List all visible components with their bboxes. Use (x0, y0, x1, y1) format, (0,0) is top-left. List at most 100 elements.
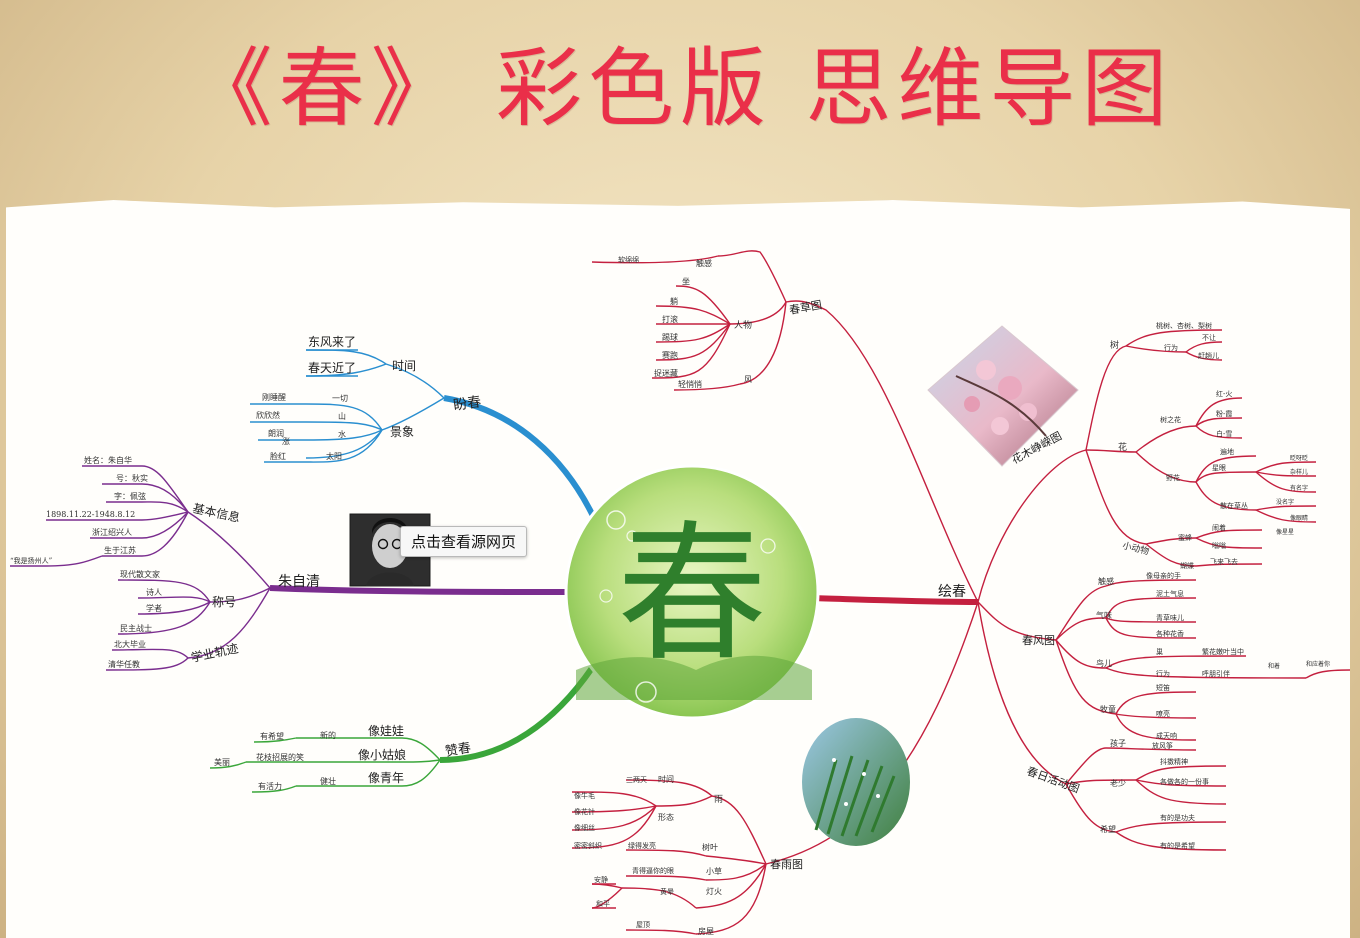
grass-touch-label: 触感 (696, 258, 712, 268)
flower-flower-item: 散在草丛 (1220, 501, 1248, 510)
activity-label: 春日活动图 (1025, 765, 1081, 796)
flower-flower-item: 遍地 (1220, 447, 1234, 456)
flower-flower-item: 像星星 (1276, 528, 1294, 536)
panchun-scene-val: 朗润 (268, 428, 284, 438)
author-career-item: 北大毕业 (114, 639, 146, 649)
panchun-scene-val: 刚睡醒 (262, 393, 286, 402)
zanchun-item-sub: 新的 (320, 730, 336, 740)
rain-grass-item: 青得逼你的眼 (632, 866, 674, 875)
flower-animal-item: 闹着 (1212, 523, 1226, 532)
panchun-label: 盼春 (452, 394, 482, 414)
huichun-label: 绘春 (938, 584, 966, 600)
grass-people-item: 捉迷藏 (654, 368, 678, 378)
rain-light-item: 安静 (594, 875, 608, 884)
author-basic-item: 姓名：朱自华 (84, 455, 132, 465)
view-source-tooltip[interactable]: 点击查看源网页 (400, 526, 528, 557)
rain-leaf-item: 绿得发亮 (628, 841, 656, 850)
activity-item: 老少 (1110, 778, 1126, 788)
wind-item: 短笛 (1156, 683, 1170, 692)
author-basic-item: 号：秋实 (116, 473, 148, 483)
panchun-scene-key: 水 (338, 429, 346, 439)
zanchun-item-label: 像小姑娘 (358, 747, 406, 762)
zanchun-item-label: 像娃娃 (368, 724, 404, 738)
branch-line-panchun (443, 395, 597, 520)
panchun-time-item: 东风来了 (308, 335, 356, 349)
branch-line-author (269, 585, 567, 595)
panchun-scene-val: 脸红 (270, 451, 286, 461)
wind-item: 呼朋引伴 (1202, 669, 1230, 678)
flower-tree-item: 桃树、杏树、梨树 (1156, 321, 1212, 330)
flower-tree-item: 不让 (1202, 333, 1216, 342)
activity-item: 有的是希望 (1160, 841, 1195, 850)
rain-house-item: 屋顶 (636, 921, 650, 929)
wind-item: 成天响 (1156, 731, 1177, 740)
flower-tree-item: 行为 (1164, 343, 1178, 352)
flower-animal-item: 蜜蜂 (1178, 533, 1192, 542)
flower-flower-item: 野花 (1166, 473, 1180, 482)
mind-map-sheet: 盼春 时间 东风来了 春天近了 景象 一切 刚睡醒 山 欣欣然 水 朗润 太阳 … (6, 200, 1350, 938)
author-career-item: 清华任教 (108, 659, 140, 669)
flower-flower-item: 粉-霞 (1216, 409, 1232, 418)
mind-map-canvas: 盼春 时间 东风来了 春天近了 景象 一切 刚睡醒 山 欣欣然 水 朗润 太阳 … (10, 250, 1350, 936)
panchun-scene-val: 欣欣然 (256, 410, 280, 420)
author-basic-item: 字：佩弦 (114, 491, 146, 501)
zanchun-label: 赞春 (444, 741, 472, 760)
zanchun-item-leaf: 美丽 (214, 757, 230, 767)
wind-item: 行为 (1156, 669, 1170, 678)
center-glyph: 春 (617, 508, 767, 682)
wind-item: 嘹亮 (1156, 709, 1170, 718)
rain-rain-item: 三两天 (626, 776, 647, 784)
author-title-item: 诗人 (146, 587, 162, 597)
wind-item: 和应着你 (1306, 660, 1330, 668)
zanchun-item-label: 像青年 (368, 771, 404, 785)
author-basic-label: 基本信息 (191, 500, 241, 525)
wind-label: 春风图 (1022, 634, 1055, 647)
wind-item: 各种花香 (1156, 629, 1184, 638)
panchun-time-label: 时间 (392, 359, 416, 373)
rain-grass-picture (802, 718, 910, 846)
flower-animal-item: 飞来飞去 (1210, 557, 1238, 566)
wind-item: 巢 (1156, 647, 1163, 656)
author-basic-note: “我是扬州人” (10, 556, 53, 565)
flower-tree-item: 赶趟儿 (1198, 351, 1219, 360)
panchun-scene-key: 山 (338, 411, 346, 421)
rain-rain-item: 时间 (658, 774, 674, 784)
grass-wind-label: 风 (744, 375, 752, 384)
rain-rain-item: 像牛毛 (574, 791, 595, 800)
rain-leaf-label: 树叶 (702, 842, 718, 852)
grass-people-item: 赛跑 (662, 350, 678, 360)
flower-flower-item: 星眼 (1212, 464, 1226, 472)
activity-item: 希望 (1100, 824, 1116, 834)
rain-grass-label: 小草 (706, 866, 722, 876)
blossom-picture (927, 325, 1079, 467)
flower-flower-item: 树之花 (1160, 415, 1181, 424)
wind-item: 气味 (1096, 610, 1112, 620)
rain-rain-item: 密密斜织 (574, 841, 602, 850)
rain-rain-label: 雨 (714, 794, 723, 805)
flower-flower-item: 白-雪 (1216, 429, 1232, 438)
panchun-scene-val: 涨 (282, 436, 290, 446)
panchun-scene-key: 太阳 (326, 451, 342, 461)
grass-people-item: 踢球 (662, 332, 678, 342)
grass-people-item: 坐 (682, 277, 690, 286)
author-career-label: 学业轨迹 (190, 640, 240, 665)
flower-tree-label: 树 (1110, 339, 1119, 351)
wind-item: 泥土气息 (1156, 589, 1184, 598)
flower-flower-label: 花 (1118, 441, 1127, 453)
zanchun-item-leaf: 有希望 (260, 731, 284, 741)
panchun-scene-key: 一切 (332, 394, 348, 403)
huichun-branches (571, 250, 1350, 935)
author-basic-item: 浙江绍兴人 (92, 527, 132, 537)
zanchun-branches (209, 737, 441, 793)
flower-flower-item: 有名字 (1290, 484, 1308, 492)
grass-people-item: 躺 (670, 296, 678, 306)
activity-item: 抖擞精神 (1160, 757, 1188, 766)
author-title-item: 民主战士 (120, 623, 152, 633)
page-title: 《春》 彩色版 思维导图 (186, 39, 1174, 139)
grass-label: 春草图 (788, 298, 823, 317)
grass-people-label: 人物 (734, 319, 752, 331)
rain-light-label: 灯火 (706, 886, 722, 896)
author-basic-item: 1898.11.22-1948.8.12 (46, 510, 135, 519)
author-title-item: 现代散文家 (120, 569, 160, 579)
rain-label: 春雨图 (770, 858, 803, 871)
